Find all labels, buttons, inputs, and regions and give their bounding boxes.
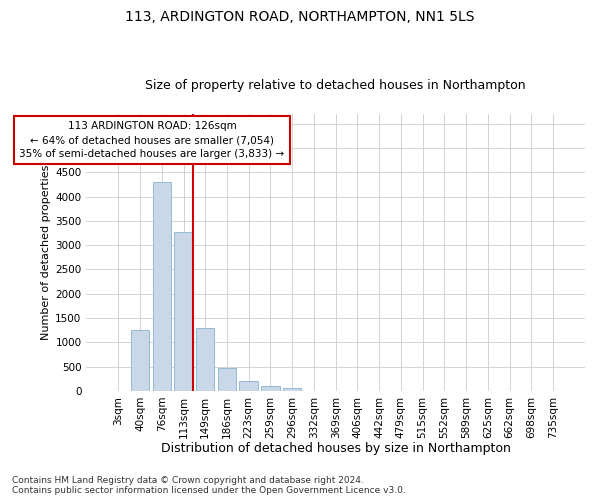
Bar bbox=[196, 328, 214, 391]
Text: 113 ARDINGTON ROAD: 126sqm
← 64% of detached houses are smaller (7,054)
35% of s: 113 ARDINGTON ROAD: 126sqm ← 64% of deta… bbox=[19, 122, 284, 160]
Bar bbox=[261, 386, 280, 391]
Bar bbox=[283, 388, 301, 391]
Bar bbox=[131, 330, 149, 391]
Y-axis label: Number of detached properties: Number of detached properties bbox=[41, 164, 51, 340]
Title: Size of property relative to detached houses in Northampton: Size of property relative to detached ho… bbox=[145, 79, 526, 92]
Text: 113, ARDINGTON ROAD, NORTHAMPTON, NN1 5LS: 113, ARDINGTON ROAD, NORTHAMPTON, NN1 5L… bbox=[125, 10, 475, 24]
Bar bbox=[239, 380, 258, 391]
Bar bbox=[152, 182, 171, 391]
X-axis label: Distribution of detached houses by size in Northampton: Distribution of detached houses by size … bbox=[161, 442, 511, 455]
Text: Contains HM Land Registry data © Crown copyright and database right 2024.
Contai: Contains HM Land Registry data © Crown c… bbox=[12, 476, 406, 495]
Bar bbox=[174, 232, 193, 391]
Bar bbox=[218, 368, 236, 391]
